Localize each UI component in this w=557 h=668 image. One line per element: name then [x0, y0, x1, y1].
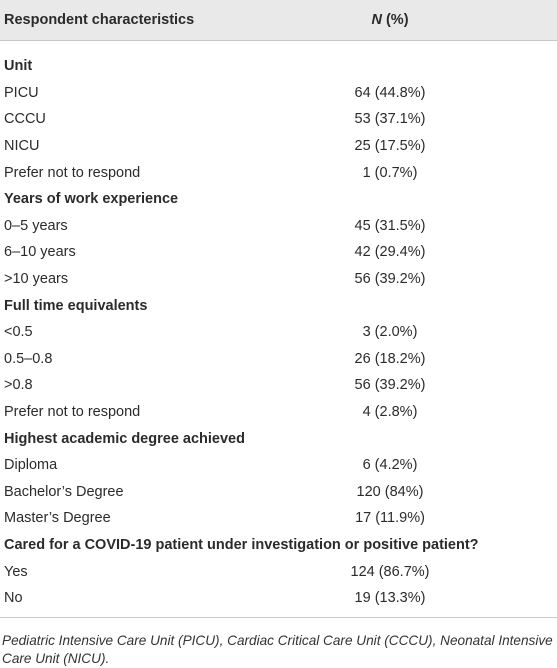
- label-cell: CCCU: [4, 111, 46, 128]
- table-row: >10 years 56 (39.2%): [0, 266, 557, 293]
- label-cell: No: [4, 590, 23, 607]
- label-cell: Prefer not to respond: [4, 404, 141, 421]
- label-cell: NICU: [4, 138, 40, 155]
- value-cell: 120 (84%): [356, 483, 424, 500]
- table-body: Unit PICU 64 (44.8%) CCCU 53 (37.1%) NICU 25 (…: [0, 41, 557, 619]
- table-row: Bachelor’s Degree 120 (84%): [0, 479, 557, 506]
- section-title: Years of work experience: [4, 191, 179, 208]
- table-row: 0.5–0.8 26 (18.2%): [0, 346, 557, 373]
- value-cell: 26 (18.2%): [354, 350, 426, 367]
- label-cell: 0–5 years: [4, 217, 68, 234]
- value-cell: 64 (44.8%): [354, 84, 426, 101]
- label-cell: <0.5: [4, 324, 33, 341]
- label-cell: Prefer not to respond: [4, 164, 141, 181]
- value-cell: 17 (11.9%): [355, 510, 425, 527]
- table-row: 0–5 years 45 (31.5%): [0, 213, 557, 240]
- section-title: Full time equivalents: [4, 297, 148, 314]
- table-row: <0.5 3 (2.0%): [0, 319, 557, 346]
- section-row: Years of work experience: [0, 186, 557, 213]
- label-cell: Yes: [4, 563, 28, 580]
- section-row: Full time equivalents: [0, 292, 557, 319]
- value-cell: 25 (17.5%): [354, 138, 426, 155]
- label-cell: >0.8: [4, 377, 33, 394]
- section-row: Cared for a COVID-19 patient under inves…: [0, 532, 557, 559]
- section-title: Cared for a COVID-19 patient under inves…: [4, 536, 479, 553]
- value-cell: 124 (86.7%): [350, 563, 430, 580]
- table-row: Master’s Degree 17 (11.9%): [0, 505, 557, 532]
- label-cell: 0.5–0.8: [4, 350, 53, 367]
- label-cell: Master’s Degree: [4, 510, 111, 527]
- section-row: Highest academic degree achieved: [0, 425, 557, 452]
- value-cell: 3 (2.0%): [362, 324, 418, 341]
- label-cell: Bachelor’s Degree: [4, 483, 124, 500]
- value-cell: 56 (39.2%): [354, 271, 426, 288]
- value-cell: 56 (39.2%): [354, 377, 426, 394]
- table-row: 6–10 years 42 (29.4%): [0, 239, 557, 266]
- header-cell: N (%): [330, 12, 450, 28]
- section-title: Highest academic degree achieved: [4, 430, 245, 447]
- table-row: >0.8 56 (39.2%): [0, 372, 557, 399]
- table: Respondent characteristics N (%) Unit PIC…: [0, 0, 557, 619]
- label-cell: PICU: [4, 84, 39, 101]
- table-row: PICU 64 (44.8%): [0, 80, 557, 107]
- label-cell: Diploma: [4, 457, 58, 474]
- label-cell: >10 years: [4, 271, 69, 288]
- label-cell: 6–10 years: [4, 244, 76, 261]
- value-cell: 42 (29.4%): [354, 244, 426, 261]
- header-cell: Respondent characteristics: [4, 12, 195, 28]
- header-n: N: [371, 12, 382, 28]
- value-cell: 19 (13.3%): [354, 590, 426, 607]
- section-row: Unit: [0, 53, 557, 80]
- section-title: Unit: [4, 58, 33, 75]
- footnote: Pediatric Intensive Care Unit (PICU), Ca…: [2, 633, 553, 667]
- table-row: Diploma 6 (4.2%): [0, 452, 557, 479]
- table-row: Prefer not to respond 1 (0.7%): [0, 159, 557, 186]
- value-cell: 6 (4.2%): [362, 457, 418, 474]
- value-cell: 4 (2.8%): [362, 404, 418, 421]
- value-cell: 53 (37.1%): [354, 111, 426, 128]
- table-row: Prefer not to respond 4 (2.8%): [0, 399, 557, 426]
- value-cell: 45 (31.5%): [354, 217, 426, 234]
- header-row: Respondent characteristics N (%): [0, 0, 557, 41]
- table-row: NICU 25 (17.5%): [0, 133, 557, 160]
- table-row: CCCU 53 (37.1%): [0, 106, 557, 133]
- value-cell: 1 (0.7%): [362, 164, 418, 181]
- table-row: No 19 (13.3%): [0, 585, 557, 612]
- header-percent: (%): [385, 12, 409, 28]
- table-row: Yes 124 (86.7%): [0, 558, 557, 585]
